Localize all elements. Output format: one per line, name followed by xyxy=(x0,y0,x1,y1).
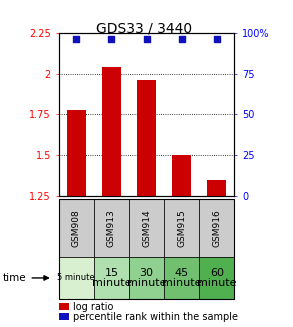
Text: log ratio: log ratio xyxy=(73,302,114,312)
Point xyxy=(179,37,184,42)
Text: GSM914: GSM914 xyxy=(142,209,151,247)
Bar xyxy=(102,67,121,196)
Text: GSM915: GSM915 xyxy=(177,209,186,247)
Text: GDS33 / 3440: GDS33 / 3440 xyxy=(96,21,192,35)
Text: 15
minute: 15 minute xyxy=(92,267,131,288)
Text: 5 minute: 5 minute xyxy=(57,273,95,283)
Text: 30
minute: 30 minute xyxy=(127,267,166,288)
Bar xyxy=(172,155,191,196)
Text: 45
minute: 45 minute xyxy=(162,267,201,288)
Point xyxy=(109,37,114,42)
Text: GSM908: GSM908 xyxy=(72,209,81,247)
Bar xyxy=(207,180,226,196)
Text: GSM916: GSM916 xyxy=(212,209,221,247)
Text: percentile rank within the sample: percentile rank within the sample xyxy=(73,312,238,321)
Text: 60
minute: 60 minute xyxy=(197,267,236,288)
Point xyxy=(214,37,219,42)
Bar xyxy=(137,80,156,196)
Text: GSM913: GSM913 xyxy=(107,209,116,247)
Point xyxy=(74,37,79,42)
Text: time: time xyxy=(3,273,27,283)
Bar xyxy=(67,110,86,196)
Point xyxy=(144,37,149,42)
